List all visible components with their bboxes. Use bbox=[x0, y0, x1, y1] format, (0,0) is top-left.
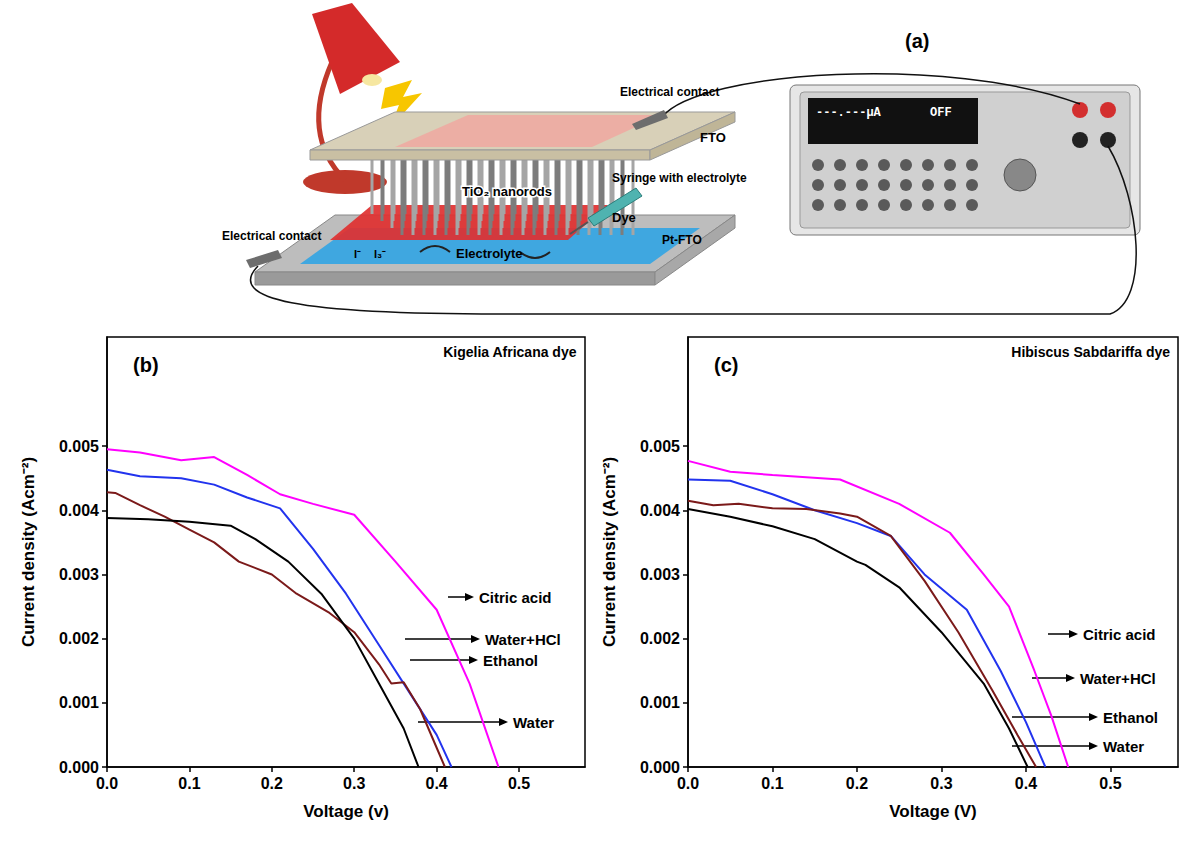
svg-text:0.000: 0.000 bbox=[640, 759, 680, 776]
svg-text:0.1: 0.1 bbox=[761, 775, 783, 792]
svg-text:0.000: 0.000 bbox=[59, 759, 99, 776]
svg-text:Syringe with electrolyte: Syringe with electrolyte bbox=[612, 171, 747, 185]
svg-text:Dye: Dye bbox=[612, 210, 636, 225]
svg-text:0.3: 0.3 bbox=[343, 775, 365, 792]
svg-text:0.004: 0.004 bbox=[59, 502, 99, 519]
svg-text:Ethanol: Ethanol bbox=[483, 652, 538, 669]
svg-text:0.1: 0.1 bbox=[178, 775, 200, 792]
svg-text:0.003: 0.003 bbox=[59, 566, 99, 583]
svg-text:Water: Water bbox=[513, 714, 554, 731]
svg-text:0.2: 0.2 bbox=[846, 775, 868, 792]
svg-text:Current density (Acm⁻²): Current density (Acm⁻²) bbox=[600, 457, 619, 647]
svg-text:(b): (b) bbox=[133, 354, 159, 376]
svg-text:Current density (Acm⁻²): Current density (Acm⁻²) bbox=[19, 457, 38, 647]
svg-text:0.4: 0.4 bbox=[426, 775, 448, 792]
svg-text:0.001: 0.001 bbox=[640, 694, 680, 711]
svg-text:Electrical contact: Electrical contact bbox=[620, 85, 719, 99]
svg-text:0.2: 0.2 bbox=[261, 775, 283, 792]
svg-text:Voltage (v): Voltage (v) bbox=[303, 802, 389, 821]
svg-text:I⁻: I⁻ bbox=[354, 248, 361, 260]
svg-text:0.001: 0.001 bbox=[59, 694, 99, 711]
svg-text:Kigelia Africana dye: Kigelia Africana dye bbox=[443, 344, 577, 360]
svg-text:I₃⁻: I₃⁻ bbox=[374, 248, 386, 260]
svg-text:---.---µA: ---.---µA bbox=[816, 106, 882, 120]
svg-text:0.4: 0.4 bbox=[1015, 775, 1037, 792]
svg-text:0.3: 0.3 bbox=[930, 775, 952, 792]
svg-text:TiO₂ nanorods: TiO₂ nanorods bbox=[462, 184, 552, 199]
svg-text:0.004: 0.004 bbox=[640, 502, 680, 519]
svg-text:0.005: 0.005 bbox=[59, 438, 99, 455]
svg-text:Voltage (V): Voltage (V) bbox=[889, 802, 977, 821]
svg-text:0.003: 0.003 bbox=[640, 566, 680, 583]
svg-text:Water+HCl: Water+HCl bbox=[485, 631, 561, 648]
svg-text:0.005: 0.005 bbox=[640, 438, 680, 455]
svg-text:0.5: 0.5 bbox=[1099, 775, 1121, 792]
svg-text:(a): (a) bbox=[905, 30, 929, 52]
svg-text:0.0: 0.0 bbox=[677, 775, 699, 792]
svg-text:Electrolyte: Electrolyte bbox=[456, 246, 522, 261]
svg-text:OFF: OFF bbox=[930, 106, 952, 120]
svg-text:Water+HCl: Water+HCl bbox=[1080, 670, 1156, 687]
svg-text:0.5: 0.5 bbox=[508, 775, 530, 792]
svg-text:Electrical contact: Electrical contact bbox=[222, 229, 321, 243]
svg-text:Citric acid: Citric acid bbox=[479, 589, 552, 606]
svg-text:0.002: 0.002 bbox=[59, 630, 99, 647]
svg-text:Citric acid: Citric acid bbox=[1083, 626, 1156, 643]
svg-text:(c): (c) bbox=[714, 354, 738, 376]
svg-text:FTO: FTO bbox=[700, 130, 726, 145]
svg-text:0.002: 0.002 bbox=[640, 630, 680, 647]
svg-text:Hibiscus Sabdariffa dye: Hibiscus Sabdariffa dye bbox=[1011, 344, 1170, 360]
svg-text:Water: Water bbox=[1103, 738, 1144, 755]
svg-text:Pt-FTO: Pt-FTO bbox=[662, 233, 702, 247]
svg-text:Ethanol: Ethanol bbox=[1103, 709, 1158, 726]
svg-text:0.0: 0.0 bbox=[96, 775, 118, 792]
